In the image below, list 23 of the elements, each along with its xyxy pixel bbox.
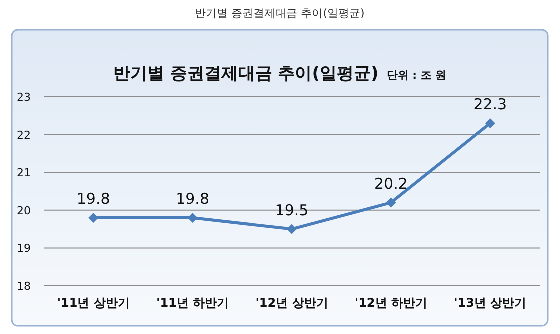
y-tick-label: 18 — [17, 280, 31, 293]
data-label: 19.5 — [275, 201, 309, 220]
chart-title: 반기별 증권결제대금 추이(일평균) — [113, 64, 379, 84]
x-tick-label: '12년 하반기 — [354, 296, 428, 310]
y-tick-label: 20 — [17, 204, 31, 218]
point — [188, 212, 198, 223]
y-tick-label: 22 — [17, 128, 31, 142]
x-tick-label: '12년 상반기 — [256, 296, 328, 310]
text: 반기별 증권결제대금 추이(일평균) — [195, 7, 365, 20]
x-tick-label: '13년 상반기 — [454, 296, 527, 310]
y-tick-label: 23 — [17, 91, 31, 104]
data-label: 19.8 — [76, 190, 110, 208]
x-tick-label: '11년 하반기 — [156, 296, 230, 310]
data-label: 20.2 — [374, 174, 408, 193]
x-tick-label: '11년 상반기 — [57, 296, 130, 310]
point — [287, 224, 297, 234]
y-tick-label: 21 — [17, 166, 31, 180]
data-label: 19.8 — [176, 190, 210, 208]
y-tick-label: 19 — [17, 242, 31, 256]
point — [386, 198, 396, 208]
point — [485, 118, 496, 128]
chart-subtitle: 단위 : 조 원 — [386, 69, 447, 82]
data-label: 22.3 — [474, 95, 508, 114]
